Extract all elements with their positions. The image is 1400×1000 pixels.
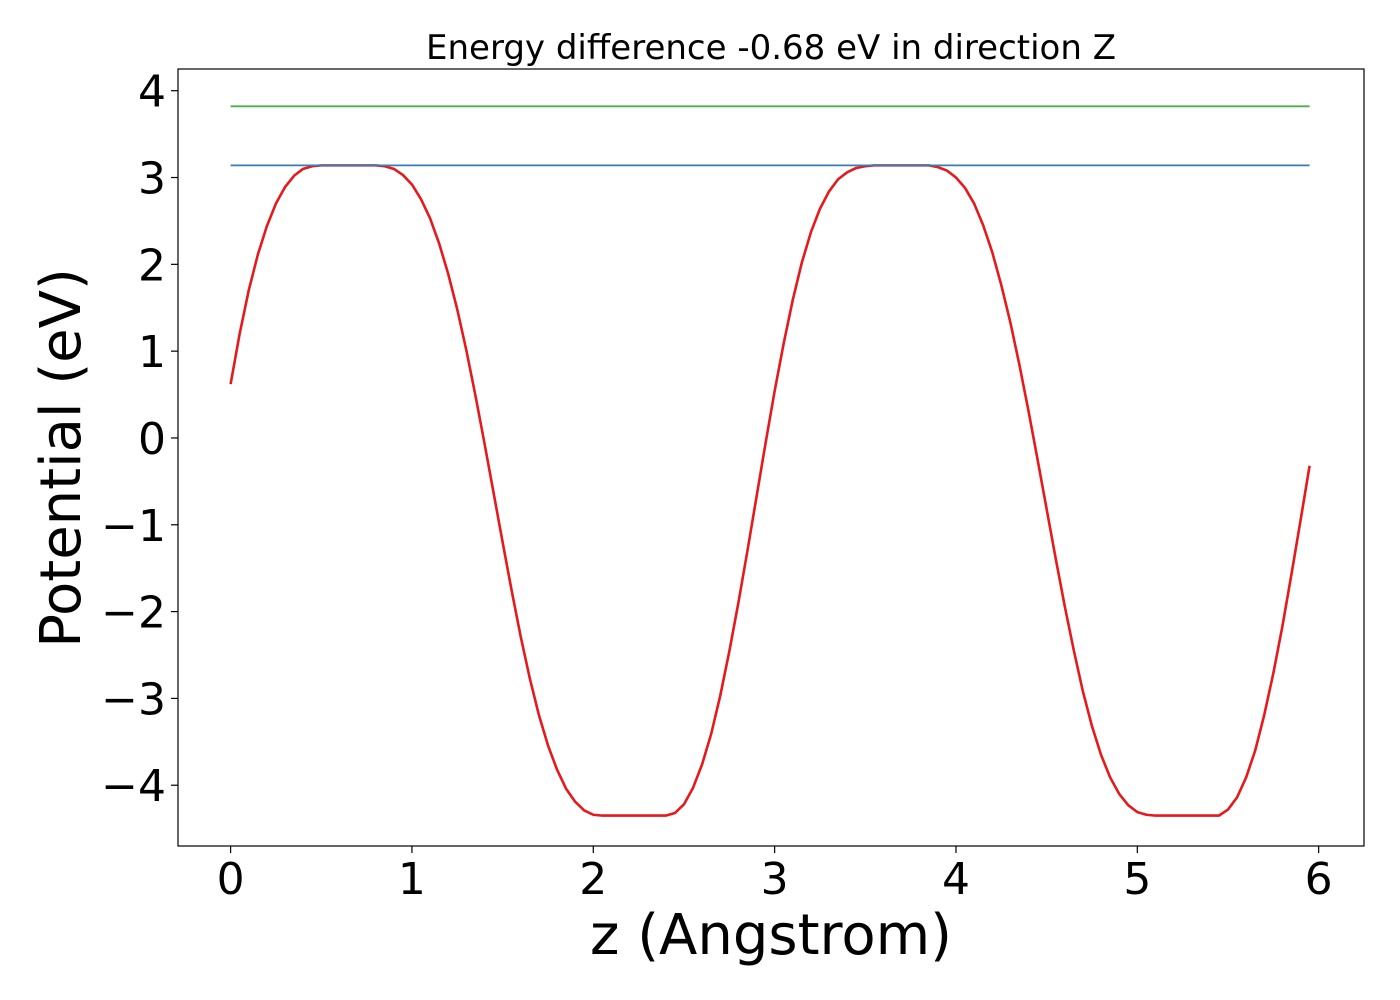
- y-tick-label: 0: [138, 414, 166, 465]
- series-layer: [229, 105, 1311, 817]
- y-tick-label: −3: [101, 674, 166, 725]
- x-tick-label: 4: [942, 854, 970, 905]
- x-tick-label: 5: [1123, 854, 1151, 905]
- y-tick-label: −4: [101, 761, 166, 812]
- y-tick-label: 2: [138, 240, 166, 291]
- y-axis-label: Potential (eV): [29, 268, 94, 648]
- x-tick-label: 2: [579, 854, 607, 905]
- plot-frame: [177, 68, 1365, 847]
- x-tick-label: 3: [761, 854, 789, 905]
- x-tick-label: 6: [1305, 854, 1333, 905]
- potential-curve: [229, 164, 1311, 817]
- y-tick-label: 4: [138, 67, 166, 118]
- plot-area: [177, 68, 1365, 847]
- y-tick-label: 1: [138, 327, 166, 378]
- chart-title: Energy difference -0.68 eV in direction …: [426, 28, 1116, 68]
- y-axis: −4 −3 −2 −1 0 1 2 3 4: [101, 67, 178, 812]
- x-tick-label: 0: [217, 854, 245, 905]
- y-tick-label: −2: [101, 588, 166, 639]
- x-tick-label: 1: [398, 854, 426, 905]
- y-tick-label: −1: [101, 501, 166, 552]
- x-axis-label: z (Angstrom): [590, 903, 952, 968]
- x-axis: 0 1 2 3 4 5 6: [217, 846, 1333, 905]
- y-tick-label: 3: [138, 154, 166, 205]
